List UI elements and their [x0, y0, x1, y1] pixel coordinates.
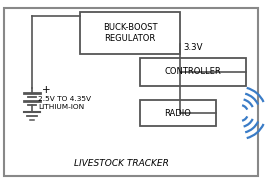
Text: CONTROLLER: CONTROLLER	[165, 68, 221, 77]
Text: RADIO: RADIO	[165, 108, 191, 117]
Text: 3.3V: 3.3V	[183, 43, 203, 53]
Bar	[80, 12, 180, 54]
Bar	[140, 58, 246, 86]
Text: +: +	[42, 85, 50, 95]
Bar	[140, 100, 216, 126]
Text: BUCK-BOOST
REGULATOR: BUCK-BOOST REGULATOR	[103, 23, 157, 43]
Text: 2.5V TO 4.35V
LITHIUM-ION: 2.5V TO 4.35V LITHIUM-ION	[38, 96, 91, 110]
Text: LIVESTOCK TRACKER: LIVESTOCK TRACKER	[74, 159, 169, 169]
